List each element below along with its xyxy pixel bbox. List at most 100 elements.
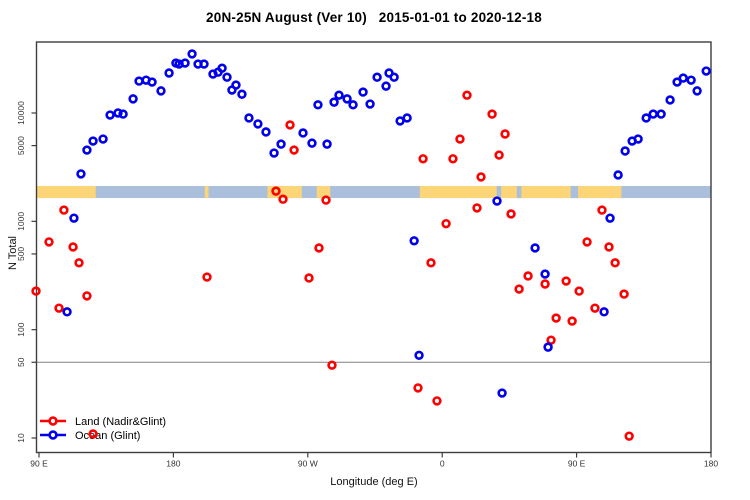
data-point-ocean: [237, 89, 247, 99]
data-point-land: [278, 194, 288, 204]
x-tick-label: 180: [166, 459, 180, 469]
x-axis-title: Longitude (deg E): [330, 476, 418, 488]
data-point-ocean: [389, 72, 399, 82]
data-point-ocean: [692, 86, 702, 96]
data-point-land: [551, 313, 561, 323]
legend-label: Ocean (Glint): [75, 430, 140, 442]
data-point-land: [31, 286, 41, 296]
data-point-ocean: [540, 269, 550, 279]
data-point-ocean: [648, 109, 658, 119]
map-strip-ocean-gap: [496, 185, 502, 199]
data-point-land: [44, 237, 54, 247]
data-point-land: [202, 272, 212, 282]
data-point-land: [321, 195, 331, 205]
data-point-ocean: [334, 90, 344, 100]
data-point-ocean: [307, 138, 317, 148]
data-point-ocean: [543, 342, 553, 352]
data-point-ocean: [88, 136, 98, 146]
data-point-ocean: [113, 108, 123, 118]
data-point-ocean: [298, 128, 308, 138]
legend-marker: [48, 416, 58, 426]
data-point-land: [285, 120, 295, 130]
data-point-ocean: [497, 388, 507, 398]
data-point-land: [289, 145, 299, 155]
data-point-land: [604, 242, 614, 252]
data-point-ocean: [276, 139, 286, 149]
data-point-land: [271, 186, 281, 196]
data-point-land: [82, 291, 92, 301]
data-point-ocean: [222, 72, 232, 82]
y-tick-label: 50: [16, 357, 26, 367]
x-tick-label: 0: [440, 459, 445, 469]
data-point-ocean: [253, 119, 263, 129]
data-point-land: [441, 218, 451, 229]
data-point-ocean: [613, 170, 623, 180]
data-point-ocean: [164, 68, 174, 78]
data-point-ocean: [641, 113, 651, 123]
data-point-land: [619, 289, 629, 299]
y-tick-label: 1000: [16, 212, 26, 231]
data-point-ocean: [530, 243, 540, 253]
x-tick-label: 90 W: [298, 459, 318, 469]
data-point-land: [610, 258, 620, 268]
data-point-ocean: [678, 73, 688, 83]
data-point-land: [540, 279, 550, 289]
map-strip-ocean-gap: [570, 185, 579, 199]
data-point-land: [327, 360, 337, 370]
data-point-land: [448, 154, 458, 164]
data-point-land: [582, 237, 592, 247]
data-point-land: [413, 383, 423, 393]
data-point-ocean: [147, 77, 157, 87]
data-point-ocean: [686, 75, 696, 85]
data-point-ocean: [217, 63, 227, 73]
data-point-ocean: [701, 66, 711, 76]
y-tick-label: 100: [16, 322, 26, 336]
data-point-land: [514, 284, 524, 294]
y-tick-label: 10: [16, 433, 26, 443]
data-point-ocean: [156, 86, 166, 96]
data-point-land: [426, 258, 436, 268]
data-point-land: [624, 431, 634, 441]
data-point-land: [487, 109, 497, 119]
data-point-ocean: [633, 134, 643, 144]
data-point-land: [597, 205, 607, 215]
data-point-ocean: [402, 113, 412, 123]
data-point-land: [59, 205, 69, 215]
data-point-ocean: [199, 59, 209, 69]
x-tick-label: 90 E: [568, 459, 586, 469]
data-point-land: [462, 90, 472, 100]
data-point-ocean: [372, 72, 382, 82]
chart-title: 20N-25N August (Ver 10) 2015-01-01 to 20…: [206, 10, 542, 25]
data-point-ocean: [244, 113, 254, 123]
legend-label: Land (Nadir&Glint): [75, 416, 166, 428]
data-point-land: [523, 271, 533, 281]
data-point-land: [432, 396, 442, 406]
data-point-land: [68, 242, 78, 252]
data-point-ocean: [231, 80, 241, 90]
data-point-ocean: [118, 109, 128, 119]
data-point-land: [567, 316, 577, 326]
plot-border: [35, 41, 712, 454]
data-point-land: [500, 129, 510, 139]
data-point-ocean: [313, 100, 323, 110]
data-point-land: [476, 172, 486, 182]
data-point-ocean: [128, 94, 138, 104]
data-point-ocean: [98, 134, 108, 144]
data-point-land: [472, 203, 482, 213]
data-point-land: [314, 243, 324, 253]
map-strip-land-segment: [204, 185, 209, 199]
data-point-ocean: [656, 109, 666, 119]
map-strip-ocean-gap: [516, 185, 522, 199]
data-point-ocean: [76, 169, 86, 179]
data-point-land: [574, 286, 584, 296]
data-point-land: [304, 273, 314, 283]
y-tick-label: 10000: [16, 101, 26, 125]
data-point-ocean: [82, 145, 92, 155]
x-tick-label: 180: [704, 459, 718, 469]
x-tick-label: 90 E: [30, 459, 48, 469]
data-point-ocean: [261, 127, 271, 137]
data-point-ocean: [342, 94, 352, 104]
data-point-ocean: [180, 58, 190, 68]
data-point-land: [506, 209, 516, 219]
